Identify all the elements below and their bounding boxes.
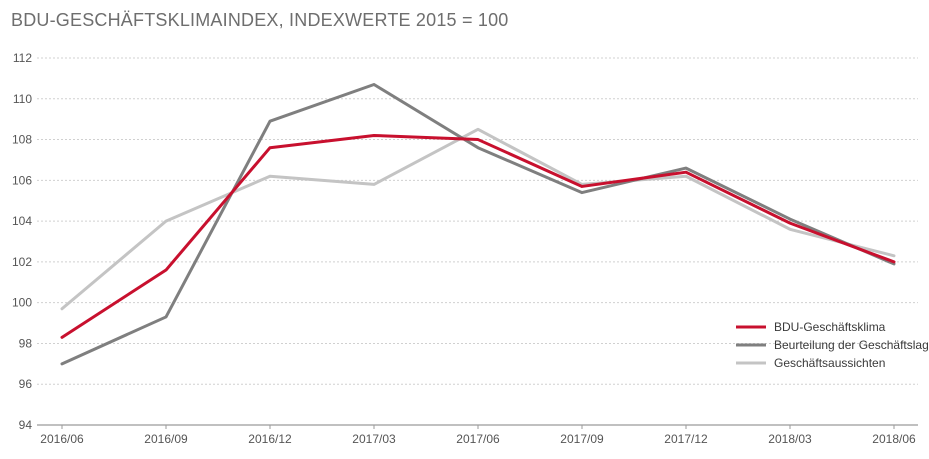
y-tick-label: 112: [13, 51, 32, 65]
data-point: [372, 134, 376, 137]
y-tick-label: 102: [12, 255, 32, 269]
data-point: [788, 228, 792, 231]
legend: BDU-Geschäftsklima Beurteilung der Geschä…: [736, 320, 929, 370]
data-point: [684, 170, 688, 174]
x-tick-label: 2018/03: [768, 432, 812, 446]
x-tick-label: 2017/03: [352, 432, 396, 446]
y-tick-label: 96: [19, 377, 33, 391]
y-tick-label: 106: [12, 173, 32, 187]
data-point: [60, 307, 64, 310]
series-line-1: [60, 83, 896, 366]
y-tick-label: 94: [19, 418, 33, 432]
data-point: [372, 83, 376, 86]
x-tick-label: 2017/09: [560, 432, 604, 446]
data-point: [476, 128, 480, 131]
data-point: [60, 362, 64, 366]
data-point: [476, 138, 480, 141]
data-point: [268, 146, 272, 149]
y-tick-label: 108: [12, 133, 32, 147]
legend-label: BDU-Geschäftsklima: [774, 320, 886, 334]
legend-label: Beurteilung der Geschäftslage: [774, 338, 929, 352]
x-tick-label: 2017/12: [664, 432, 708, 446]
x-tick-label: 2016/12: [248, 432, 292, 446]
series-line-0: [60, 133, 896, 339]
data-point: [60, 336, 64, 339]
data-point: [788, 217, 792, 221]
data-point: [268, 175, 272, 178]
y-tick-label: 110: [13, 92, 32, 106]
data-point: [788, 221, 792, 225]
data-point: [164, 315, 168, 319]
data-point: [892, 254, 896, 257]
legend-label: Geschäftsaussichten: [774, 356, 885, 370]
data-point: [268, 120, 272, 123]
chart-title: BDU-GESCHÄFTSKLIMAINDEX, INDEXWERTE 2015…: [11, 10, 509, 30]
data-point: [580, 191, 584, 194]
series-line-2: [60, 127, 896, 311]
x-tick-label: 2016/06: [40, 432, 84, 446]
x-tick-label: 2016/09: [144, 432, 188, 446]
y-tick-label: 100: [12, 296, 32, 310]
y-axis-ticks: 94 96 98 100 102 104 106 108 110 112: [12, 51, 32, 432]
y-tick-label: 98: [19, 336, 33, 350]
x-tick-label: 2017/06: [456, 432, 500, 446]
data-point: [892, 260, 896, 264]
data-point: [164, 268, 168, 272]
x-axis-ticks: 2016/06 2016/09 2016/12 2017/03 2017/06 2017/…: [40, 425, 916, 446]
data-point: [580, 185, 584, 188]
data-point: [164, 219, 168, 223]
data-point: [684, 166, 688, 170]
data-point: [372, 183, 376, 186]
data-point: [892, 262, 896, 266]
data-point: [476, 146, 480, 149]
x-tick-label: 2018/06: [872, 432, 916, 446]
series-lines: [60, 83, 896, 366]
data-point: [684, 175, 688, 178]
y-tick-label: 104: [12, 214, 32, 228]
